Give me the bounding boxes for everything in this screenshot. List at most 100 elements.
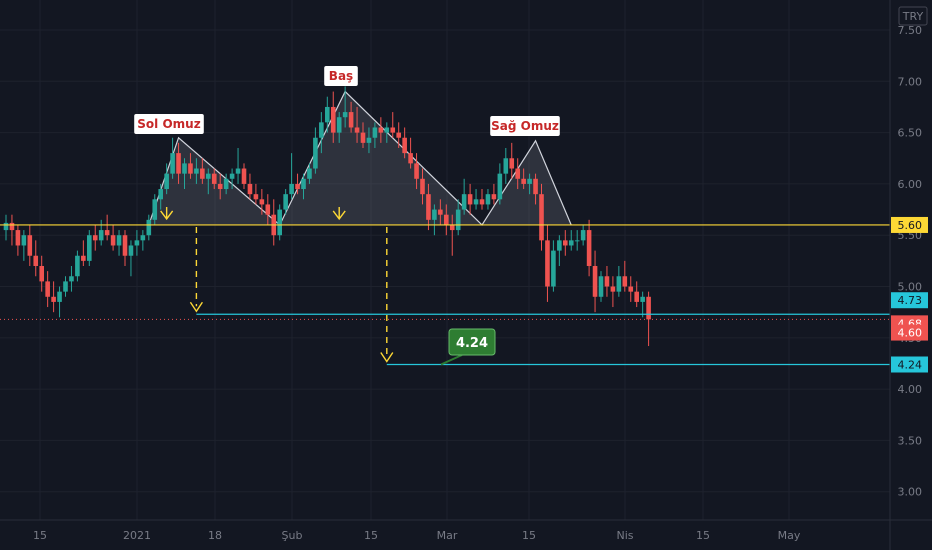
candle[interactable]: [223, 173, 229, 195]
candle[interactable]: [122, 230, 128, 266]
candle[interactable]: [432, 204, 437, 236]
candle[interactable]: [527, 173, 532, 195]
candle[interactable]: [610, 276, 616, 308]
candlestick-series[interactable]: [3, 86, 651, 347]
candle[interactable]: [634, 281, 639, 308]
candle[interactable]: [622, 260, 628, 292]
candle[interactable]: [515, 158, 520, 190]
candle[interactable]: [104, 214, 110, 241]
candle[interactable]: [51, 281, 56, 313]
candle[interactable]: [366, 127, 372, 154]
candle[interactable]: [342, 86, 348, 128]
candle[interactable]: [152, 194, 158, 225]
candle[interactable]: [134, 230, 140, 256]
candle[interactable]: [325, 96, 330, 133]
candle[interactable]: [170, 137, 175, 179]
candle[interactable]: [426, 183, 431, 231]
candle[interactable]: [533, 173, 538, 205]
candle[interactable]: [206, 168, 211, 195]
candle[interactable]: [444, 204, 449, 236]
candle[interactable]: [438, 199, 443, 225]
candle[interactable]: [592, 250, 598, 313]
candle[interactable]: [63, 276, 68, 297]
price-axis[interactable]: 3.003.504.004.505.005.506.006.507.007.50: [889, 0, 922, 550]
candle[interactable]: [87, 230, 92, 266]
candle[interactable]: [164, 163, 169, 195]
candle[interactable]: [616, 266, 622, 297]
candle[interactable]: [455, 199, 461, 236]
candle[interactable]: [217, 173, 223, 200]
candle[interactable]: [485, 189, 491, 210]
candle[interactable]: [45, 271, 50, 308]
candle[interactable]: [521, 168, 526, 190]
candle[interactable]: [277, 204, 282, 241]
candle[interactable]: [21, 230, 27, 261]
candle[interactable]: [604, 266, 610, 297]
candle[interactable]: [372, 122, 378, 148]
candle[interactable]: [402, 127, 407, 159]
candle[interactable]: [158, 183, 163, 210]
candle[interactable]: [396, 122, 401, 148]
candle[interactable]: [539, 183, 544, 251]
candle[interactable]: [646, 291, 651, 347]
candle[interactable]: [628, 276, 634, 302]
candle[interactable]: [461, 178, 467, 215]
candle[interactable]: [580, 224, 586, 246]
candle[interactable]: [301, 173, 306, 200]
candle[interactable]: [491, 183, 497, 205]
currency-badge[interactable]: TRY: [898, 6, 928, 26]
candle[interactable]: [390, 112, 396, 138]
candle[interactable]: [313, 127, 318, 174]
candle[interactable]: [15, 224, 21, 256]
candle[interactable]: [283, 189, 288, 215]
candle[interactable]: [551, 240, 556, 292]
candle[interactable]: [557, 235, 562, 266]
candle[interactable]: [241, 163, 247, 190]
candle[interactable]: [586, 219, 592, 277]
candle[interactable]: [229, 168, 235, 190]
candle[interactable]: [81, 240, 86, 266]
candle[interactable]: [9, 214, 15, 246]
candle[interactable]: [247, 173, 253, 200]
candle[interactable]: [503, 148, 509, 184]
candle[interactable]: [568, 230, 574, 251]
candle[interactable]: [39, 255, 44, 292]
candle[interactable]: [140, 230, 146, 251]
candle[interactable]: [545, 224, 550, 302]
candle[interactable]: [354, 106, 360, 143]
candle[interactable]: [319, 112, 324, 154]
candle[interactable]: [449, 214, 455, 256]
candle[interactable]: [27, 224, 33, 266]
candle[interactable]: [253, 183, 259, 205]
candle[interactable]: [110, 224, 116, 251]
candle[interactable]: [98, 219, 104, 246]
candle[interactable]: [57, 286, 62, 318]
candle[interactable]: [116, 230, 122, 256]
candle[interactable]: [336, 112, 342, 143]
candle[interactable]: [414, 153, 419, 190]
candle[interactable]: [182, 158, 187, 190]
candle[interactable]: [563, 230, 568, 256]
candle[interactable]: [408, 137, 413, 169]
candle[interactable]: [200, 158, 205, 184]
candle[interactable]: [128, 240, 134, 277]
candle[interactable]: [378, 117, 384, 143]
candle[interactable]: [69, 266, 74, 292]
candle[interactable]: [194, 158, 199, 184]
candle[interactable]: [473, 189, 479, 210]
candle[interactable]: [497, 163, 503, 205]
candle[interactable]: [92, 224, 98, 251]
candle[interactable]: [176, 142, 181, 184]
candle[interactable]: [640, 291, 645, 318]
candle[interactable]: [330, 91, 336, 143]
candle[interactable]: [75, 250, 80, 282]
candle[interactable]: [33, 240, 39, 277]
candle[interactable]: [259, 189, 265, 215]
candle[interactable]: [295, 173, 300, 195]
candle[interactable]: [235, 148, 241, 184]
candle[interactable]: [509, 142, 515, 179]
candle[interactable]: [467, 183, 473, 215]
candle[interactable]: [3, 214, 9, 241]
candle[interactable]: [598, 271, 604, 302]
